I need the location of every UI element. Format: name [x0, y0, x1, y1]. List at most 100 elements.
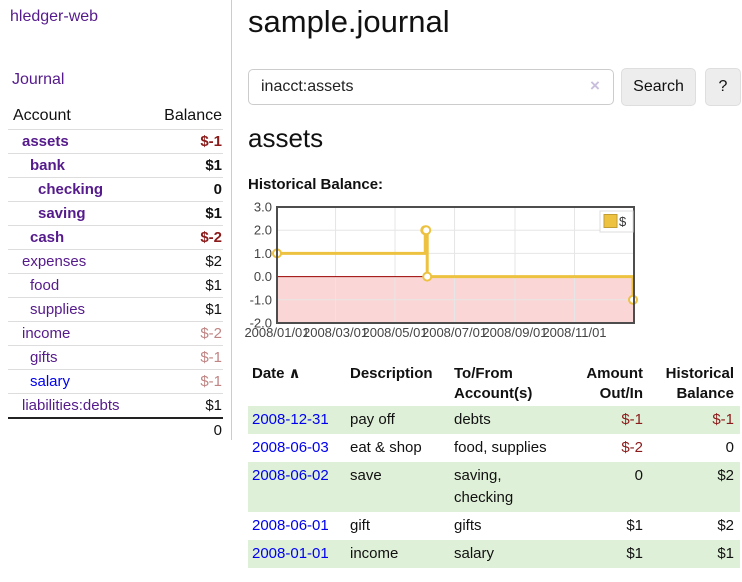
transaction-amount: 0	[634, 467, 643, 484]
account-row: supplies $1	[8, 297, 223, 322]
transaction-row: 2008-01-01 income salary $1 $1	[248, 540, 740, 568]
y-axis-tick-label: 2.0	[254, 223, 272, 238]
page-title: sample.journal	[248, 4, 450, 39]
search-button[interactable]: Search	[621, 68, 696, 106]
y-axis-tick-label: 1.0	[254, 246, 272, 261]
account-balance-table: Account Balance assets $-1 bank $1 checking 0…	[8, 103, 223, 442]
account-row: income $-2	[8, 321, 223, 346]
amount-column-header: Amount Out/In	[586, 365, 643, 402]
total-row: 0	[8, 417, 223, 442]
transaction-date-link[interactable]: 2008-06-03	[252, 439, 329, 456]
account-link-saving[interactable]: saving	[38, 205, 86, 222]
account-link-assets[interactable]: assets	[22, 133, 69, 150]
transaction-accounts: food, supplies	[454, 439, 547, 456]
accounts-column-header: To/From Account(s)	[454, 365, 533, 402]
search-input[interactable]	[248, 69, 614, 105]
account-link-bank[interactable]: bank	[30, 157, 66, 174]
account-row: cash $-2	[8, 225, 223, 250]
account-link-checking[interactable]: checking	[38, 181, 104, 198]
x-axis-tick-label: 2008/11/01	[542, 325, 606, 340]
transaction-row: 2008-06-02 save saving, checking 0 $2	[248, 462, 740, 512]
account-balance: $-1	[145, 345, 223, 370]
y-axis-tick-label: -2.0	[250, 316, 272, 331]
register-table: Date ∧ Description To/From Account(s) Amo…	[248, 362, 740, 568]
account-link-food[interactable]: food	[30, 277, 60, 294]
y-axis-tick-label: -1.0	[250, 292, 272, 307]
transaction-description: income	[350, 545, 399, 562]
x-axis-tick-label: 2008/01/01	[244, 325, 309, 340]
transaction-accounts: salary	[454, 545, 495, 562]
chart-title: Historical Balance:	[248, 176, 384, 193]
transaction-balance: 0	[725, 439, 734, 456]
account-row: salary $-1	[8, 369, 223, 394]
transaction-date-link[interactable]: 2008-06-01	[252, 517, 329, 534]
account-balance: $2	[145, 249, 223, 274]
account-link-income[interactable]: income	[22, 325, 71, 342]
transaction-accounts: gifts	[454, 517, 482, 534]
register-header-row: Date ∧ Description To/From Account(s) Amo…	[248, 362, 740, 406]
transaction-date-link[interactable]: 2008-12-31	[252, 411, 329, 428]
account-balance: $1	[145, 273, 223, 298]
account-link-salary[interactable]: salary	[30, 373, 71, 390]
description-column-header: Description	[350, 365, 433, 382]
account-balance: $1	[145, 153, 223, 178]
x-axis-tick-label: 2008/05/01	[362, 325, 427, 340]
transaction-accounts: debts	[454, 411, 491, 428]
account-link-liabilities-debts[interactable]: liabilities:debts	[22, 397, 120, 414]
account-link-cash[interactable]: cash	[30, 229, 65, 246]
account-row: assets $-1	[8, 129, 223, 154]
total-balance: 0	[145, 417, 223, 442]
balance-column-header: Historical Balance	[665, 365, 734, 402]
account-balance: $1	[145, 393, 223, 418]
account-heading: assets	[248, 123, 324, 153]
x-axis-tick-label: 2008/03/01	[303, 325, 368, 340]
x-axis-tick-label: 2008/07/01	[422, 325, 487, 340]
account-balance: $-2	[145, 225, 223, 250]
sort-ascending-icon: ∧	[288, 365, 301, 382]
account-row: expenses $2	[8, 249, 223, 274]
app-brand-link[interactable]: hledger-web	[10, 8, 99, 25]
transaction-description: pay off	[350, 411, 395, 428]
transaction-balance: $2	[717, 517, 734, 534]
data-point-marker	[422, 271, 433, 282]
transaction-amount: $1	[626, 545, 643, 562]
balance-chart-svg: 3.0 2.0 1.0 0.0 -1.0 -2.02008/01/012008/03/01…	[244, 200, 639, 340]
transaction-amount: $1	[626, 517, 643, 534]
clear-search-icon[interactable]: ×	[590, 76, 600, 95]
account-row: saving $1	[8, 201, 223, 226]
account-row: gifts $-1	[8, 345, 223, 370]
x-axis-tick-label: 2008/09/01	[482, 325, 547, 340]
account-row: checking 0	[8, 177, 223, 202]
transaction-amount: $-1	[621, 411, 643, 428]
transaction-date-link[interactable]: 2008-06-02	[252, 467, 329, 484]
transaction-accounts: saving, checking	[454, 467, 514, 506]
account-row: bank $1	[8, 153, 223, 178]
account-link-gifts[interactable]: gifts	[30, 349, 58, 366]
sidebar-item-journal[interactable]: Journal	[12, 71, 65, 88]
transaction-row: 2008-06-01 gift gifts $1 $2	[248, 512, 740, 540]
transaction-description: save	[350, 467, 382, 484]
account-table-header: Account Balance	[8, 103, 223, 130]
help-button[interactable]: ?	[705, 68, 741, 106]
transaction-balance: $-1	[712, 411, 734, 428]
account-balance: $1	[145, 201, 223, 226]
transaction-description: eat & shop	[350, 439, 422, 456]
balance-column-header: Balance	[164, 107, 222, 124]
sidebar: hledger-web Journal Account Balance asse…	[0, 0, 232, 442]
transaction-date-link[interactable]: 2008-01-01	[252, 545, 329, 562]
date-header-label: Date	[252, 365, 285, 382]
account-balance: 0	[145, 177, 223, 202]
transaction-amount: $-2	[621, 439, 643, 456]
date-column-header[interactable]: Date ∧	[248, 362, 346, 406]
account-balance: $1	[145, 297, 223, 322]
transaction-balance: $2	[717, 467, 734, 484]
transaction-row: 2008-12-31 pay off debts $-1 $-1	[248, 406, 740, 434]
account-balance: $-2	[145, 321, 223, 346]
account-link-supplies[interactable]: supplies	[30, 301, 86, 318]
account-row: liabilities:debts $1	[8, 393, 223, 418]
transaction-balance: $1	[717, 545, 734, 562]
y-axis-tick-label: 0.0	[254, 269, 272, 284]
historical-balance-chart: 3.0 2.0 1.0 0.0 -1.0 -2.0 2008/01/01 2008/03/01…	[240, 200, 642, 342]
account-link-expenses[interactable]: expenses	[22, 253, 87, 270]
account-balance: $-1	[145, 129, 223, 154]
